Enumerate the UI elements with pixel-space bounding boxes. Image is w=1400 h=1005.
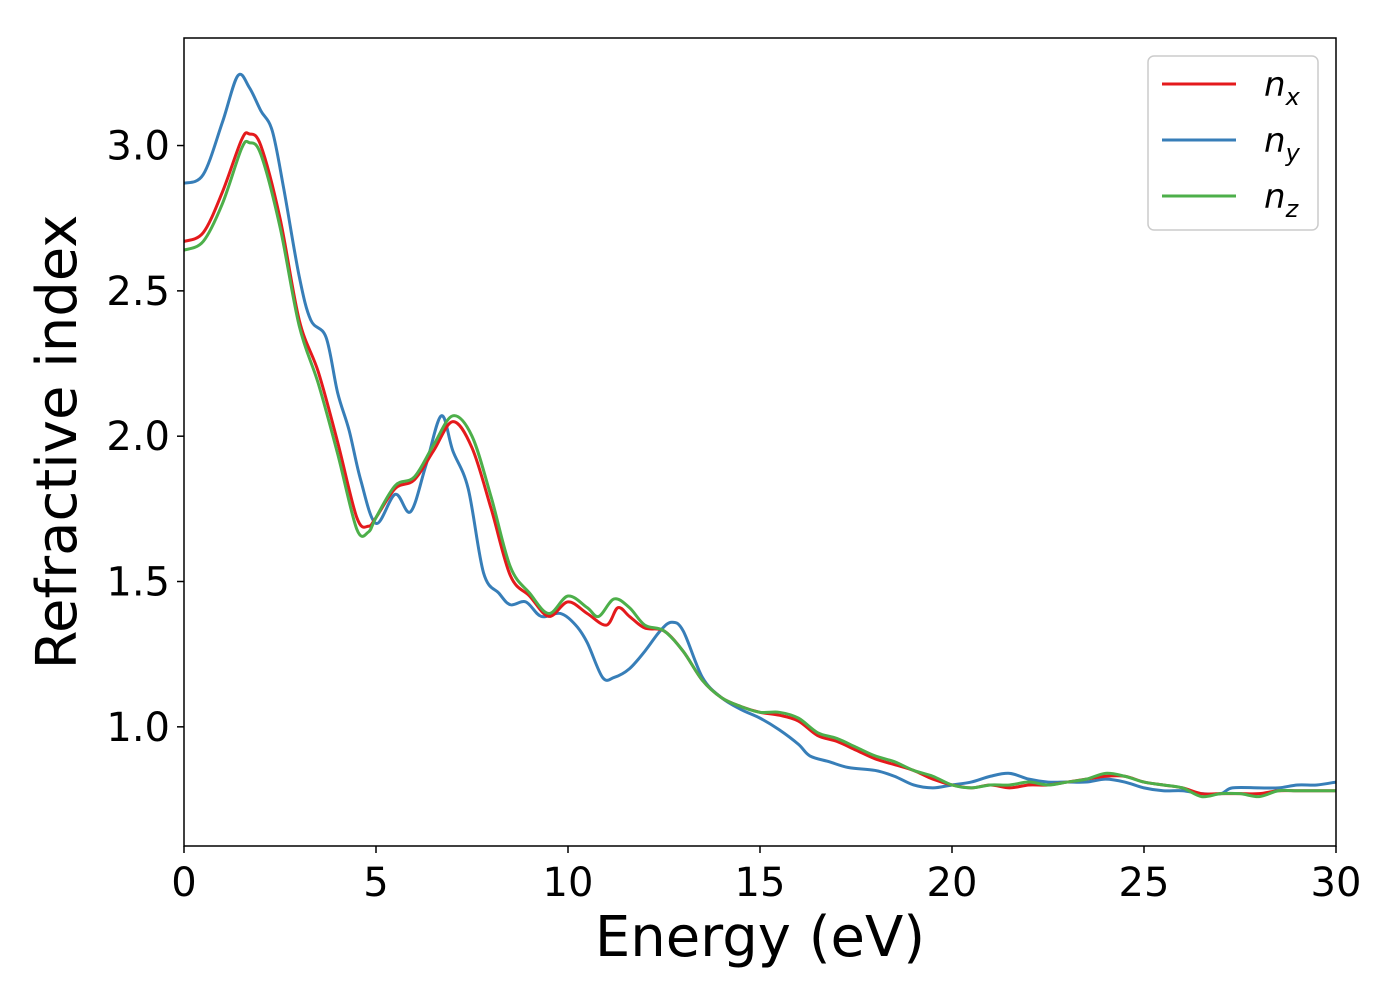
x-tick-label: 0	[171, 860, 196, 906]
legend-label-subscript: x	[1285, 83, 1301, 111]
y-tick-label: 2.0	[106, 414, 170, 460]
legend-box	[1147, 55, 1319, 231]
y-tick-label: 1.0	[106, 705, 170, 751]
legend-label-subscript: z	[1285, 195, 1300, 223]
y-tick-label: 3.0	[106, 124, 170, 170]
series-line-n-z	[184, 139, 1336, 799]
legend-label-subscript: y	[1285, 139, 1301, 167]
x-axis: 0 5 10 15 20 25 30	[171, 846, 1361, 906]
y-axis-title: Refractive index	[25, 215, 90, 670]
x-tick-label: 30	[1311, 860, 1362, 906]
legend-label-n-x: nx	[1264, 65, 1301, 111]
x-axis-title: Energy (eV)	[595, 905, 925, 970]
x-tick-label: 20	[927, 860, 978, 906]
y-axis: 1.0 1.5 2.0 2.5 3.0	[106, 124, 184, 751]
series-line-n-y	[184, 72, 1336, 796]
x-tick-label: 25	[1119, 860, 1170, 906]
y-tick-label: 2.5	[106, 269, 170, 315]
series-layer	[184, 72, 1336, 799]
y-tick-label: 1.5	[106, 560, 170, 606]
x-tick-label: 15	[735, 860, 786, 906]
x-tick-label: 10	[543, 860, 594, 906]
legend-label-n-y: ny	[1264, 121, 1301, 167]
x-tick-label: 5	[363, 860, 388, 906]
